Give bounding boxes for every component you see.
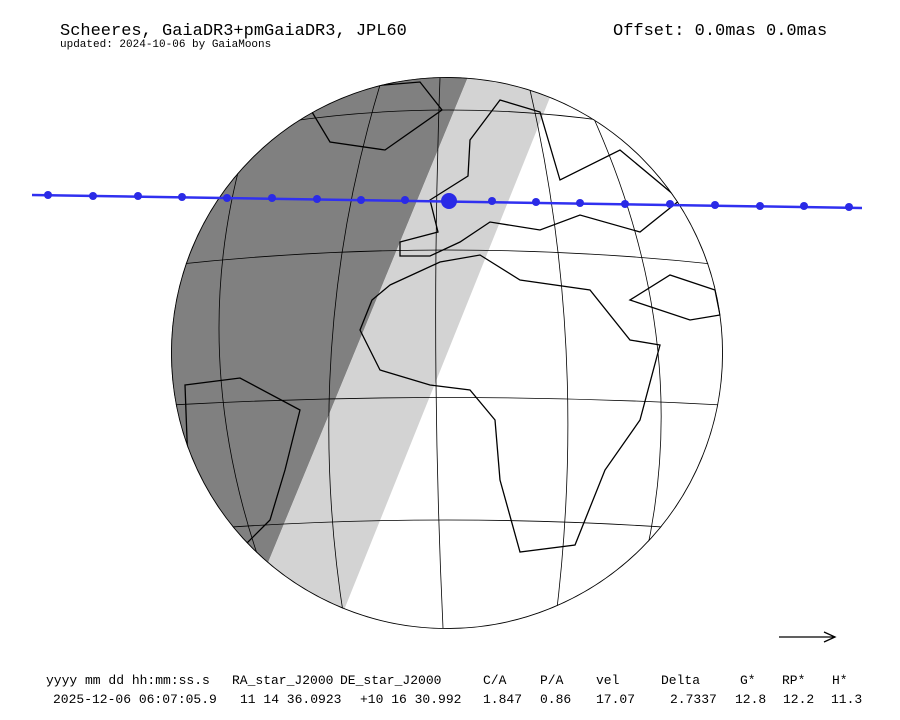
cell: 11 14 36.0923 [240, 692, 341, 707]
column-header: Delta [661, 673, 700, 688]
direction-arrow [779, 631, 837, 643]
column-header: RP* [782, 673, 805, 688]
column-header: RA_star_J2000 [232, 673, 333, 688]
title: Scheeres, GaiaDR3+pmGaiaDR3, JPL60 [60, 22, 407, 41]
globe [171, 77, 723, 629]
column-header: H* [832, 673, 848, 688]
offset: Offset: 0.0mas 0.0mas [613, 22, 827, 41]
cell: 2.7337 [670, 692, 717, 707]
cell: 1.847 [483, 692, 522, 707]
track [31, 191, 863, 211]
updated: updated: 2024-10-06 by GaiaMoons [60, 39, 271, 51]
column-header: C/A [483, 673, 507, 688]
cell: 2025-12-06 06:07:05.9 [53, 692, 217, 707]
table: yyyy mm dd hh:mm:ss.s RA_star_J2000 DE_s… [46, 673, 862, 707]
cell: 17.07 [596, 692, 635, 707]
column-header: vel [596, 673, 620, 688]
cell: 12.8 [735, 692, 766, 707]
cell: +10 16 30.992 [360, 692, 461, 707]
cell: 11.3 [831, 692, 862, 707]
cell: 12.2 [783, 692, 814, 707]
column-header: DE_star_J2000 [340, 673, 441, 688]
column-header: P/A [540, 673, 564, 688]
column-header: yyyy mm dd hh:mm:ss.s [46, 673, 210, 688]
cell: 0.86 [540, 692, 571, 707]
column-header: G* [740, 673, 756, 688]
